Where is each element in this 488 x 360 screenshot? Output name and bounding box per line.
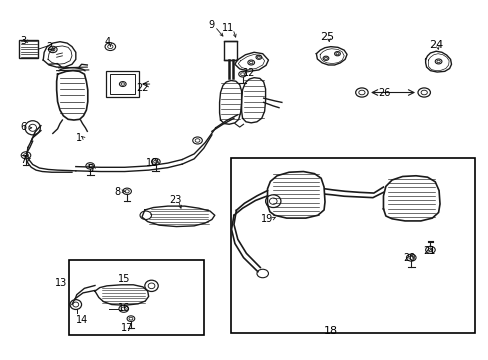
Bar — [19, 40, 39, 58]
Text: 4: 4 — [104, 37, 111, 47]
Text: 11: 11 — [221, 23, 233, 33]
Text: 17: 17 — [121, 323, 133, 333]
Text: 9: 9 — [207, 21, 214, 31]
Bar — [110, 74, 135, 94]
Text: 12: 12 — [243, 68, 255, 78]
Bar — [106, 71, 139, 97]
Text: 13: 13 — [55, 278, 67, 288]
Text: 5: 5 — [87, 165, 93, 174]
Bar — [231, 158, 474, 333]
Bar — [68, 260, 203, 334]
Text: 24: 24 — [428, 40, 443, 50]
Text: 3: 3 — [20, 36, 26, 46]
Text: 2: 2 — [46, 42, 52, 51]
Bar — [224, 41, 236, 60]
Text: 14: 14 — [76, 315, 88, 325]
Text: 10: 10 — [146, 158, 158, 168]
Text: 18: 18 — [323, 326, 337, 336]
Text: 23: 23 — [168, 195, 181, 206]
Text: 15: 15 — [117, 274, 130, 284]
Text: 8: 8 — [114, 187, 121, 197]
Text: 1: 1 — [76, 133, 82, 143]
Text: 19: 19 — [261, 214, 273, 224]
Text: 16: 16 — [118, 303, 130, 313]
Text: 22: 22 — [136, 82, 149, 93]
Text: 7: 7 — [20, 154, 26, 165]
Text: 26: 26 — [378, 87, 390, 98]
Text: 25: 25 — [319, 32, 333, 42]
Text: 20: 20 — [403, 253, 415, 263]
Text: 6: 6 — [20, 122, 26, 132]
Text: 21: 21 — [422, 246, 434, 256]
